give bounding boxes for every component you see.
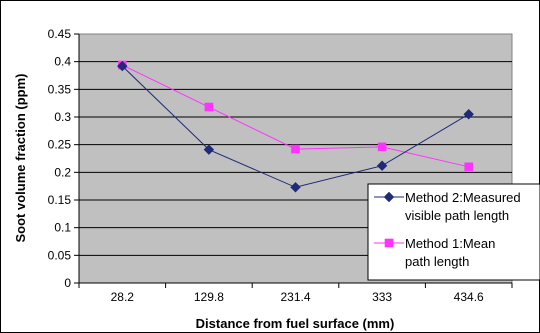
data-point <box>204 102 214 112</box>
x-tick-label: 28.2 <box>111 290 135 304</box>
legend-item-2: Method 1:Mean path length <box>374 236 495 269</box>
y-tick-label: 0.25 <box>48 138 72 152</box>
y-tick-label: 0.4 <box>54 55 71 69</box>
y-tick-label: 0.1 <box>54 221 71 235</box>
data-point <box>377 142 387 152</box>
legend-item-1: Method 2:Measured visible path length <box>374 190 521 223</box>
x-tick-label: 434.6 <box>454 290 484 304</box>
x-tick-label: 333 <box>372 290 392 304</box>
data-point <box>117 60 128 72</box>
series-layer <box>117 60 474 193</box>
y-tick-label: 0.2 <box>54 165 71 179</box>
legend-swatch-marker <box>383 191 395 203</box>
x-axis-title: Distance from fuel surface (mm) <box>196 316 395 331</box>
data-point <box>290 182 301 193</box>
legend-label: path length <box>405 254 469 269</box>
series-1 <box>117 60 474 193</box>
x-axis-ticks: 28.2 129.8 231.4 333 434.6 <box>78 282 513 304</box>
y-tick-label: 0.35 <box>48 82 72 96</box>
y-tick-label: 0.15 <box>48 193 72 207</box>
y-tick-label: 0 <box>64 276 71 290</box>
legend-label: Method 2:Measured <box>405 190 521 205</box>
data-point <box>203 144 215 155</box>
legend-label: Method 1:Mean <box>405 236 495 251</box>
data-point <box>463 109 474 120</box>
legend-swatch-marker <box>384 238 394 248</box>
x-tick-label: 129.8 <box>194 290 224 304</box>
y-axis-ticks: 0 0.05 0.1 0.15 0.2 0.25 0.3 0.35 0.4 0.45 <box>48 27 80 290</box>
y-tick-label: 0.45 <box>48 27 72 41</box>
x-tick-label: 231.4 <box>280 290 310 304</box>
data-point <box>291 144 300 154</box>
y-tick-label: 0.05 <box>48 248 72 262</box>
data-point <box>376 160 388 171</box>
legend-label: visible path length <box>405 208 509 223</box>
y-tick-label: 0.3 <box>54 110 71 124</box>
gridlines <box>79 61 512 256</box>
legend-box <box>367 183 540 281</box>
data-point <box>464 162 473 172</box>
y-axis-title: Soot volume fraction (ppm) <box>13 74 28 243</box>
